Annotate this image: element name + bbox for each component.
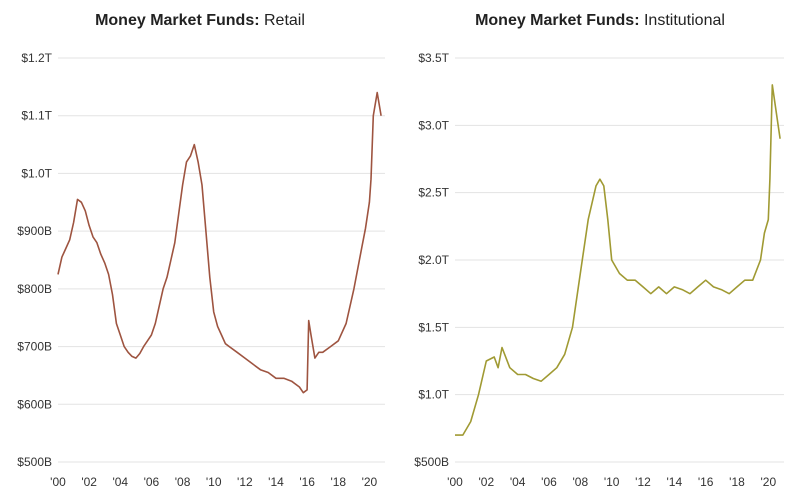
institutional-y-tick-label: $2.0T xyxy=(418,253,449,267)
institutional-chart: $3.5T $3.0T $2.5T $2.0T $1.5T $1.0T $500B '00 '0… xyxy=(414,51,784,489)
retail-y-tick-label: $1.0T xyxy=(21,166,52,180)
retail-chart-title: Money Market Funds: Retail xyxy=(0,12,400,30)
retail-x-tick-label: '00 xyxy=(50,475,66,489)
retail-x-tick-label: '10 xyxy=(206,475,222,489)
institutional-series-line xyxy=(455,84,781,436)
retail-title-main: Money Market Funds: xyxy=(95,12,260,29)
retail-title-sub: Retail xyxy=(264,12,305,29)
retail-x-tick-label: '14 xyxy=(268,475,284,489)
retail-x-tick-label: '02 xyxy=(81,475,97,489)
institutional-y-tick-label: $3.0T xyxy=(418,118,449,132)
institutional-x-tick-label: '14 xyxy=(667,475,683,489)
retail-series-line xyxy=(57,91,382,394)
retail-x-tick-label: '16 xyxy=(299,475,315,489)
institutional-y-tick-label: $1.0T xyxy=(418,388,449,402)
retail-chart: $1.2T $1.1T $1.0T $900B $800B $700B $600B $500B… xyxy=(17,51,385,489)
retail-y-tick-label: $800B xyxy=(17,282,52,296)
institutional-x-tick-label: '18 xyxy=(729,475,745,489)
institutional-title-main: Money Market Funds: xyxy=(475,12,640,29)
retail-x-tick-label: '06 xyxy=(144,475,160,489)
institutional-chart-title: Money Market Funds: Institutional xyxy=(400,12,800,30)
retail-y-tick-label: $600B xyxy=(17,397,52,411)
institutional-x-tick-label: '06 xyxy=(541,475,557,489)
retail-y-tick-label: $500B xyxy=(17,455,52,469)
institutional-x-tick-label: '20 xyxy=(761,475,777,489)
institutional-y-tick-label: $1.5T xyxy=(418,320,449,334)
institutional-y-tick-label: $3.5T xyxy=(418,51,449,65)
retail-y-tick-label: $1.2T xyxy=(21,51,52,65)
institutional-x-tick-label: '08 xyxy=(573,475,589,489)
retail-x-tick-label: '08 xyxy=(175,475,191,489)
retail-y-tick-label: $1.1T xyxy=(21,109,52,123)
retail-y-tick-label: $700B xyxy=(17,340,52,354)
retail-x-tick-label: '20 xyxy=(362,475,378,489)
institutional-x-tick-label: '02 xyxy=(479,475,495,489)
institutional-x-tick-label: '04 xyxy=(510,475,526,489)
retail-x-tick-label: '12 xyxy=(237,475,253,489)
institutional-x-tick-label: '00 xyxy=(447,475,463,489)
institutional-x-tick-label: '10 xyxy=(604,475,620,489)
institutional-title-sub: Institutional xyxy=(643,12,725,29)
institutional-x-tick-label: '16 xyxy=(698,475,714,489)
institutional-y-tick-label: $500B xyxy=(414,455,449,469)
retail-y-tick-label: $900B xyxy=(17,224,52,238)
retail-x-tick-label: '18 xyxy=(330,475,346,489)
institutional-x-tick-label: '12 xyxy=(635,475,651,489)
retail-x-tick-label: '04 xyxy=(112,475,128,489)
institutional-y-tick-label: $2.5T xyxy=(418,186,449,200)
